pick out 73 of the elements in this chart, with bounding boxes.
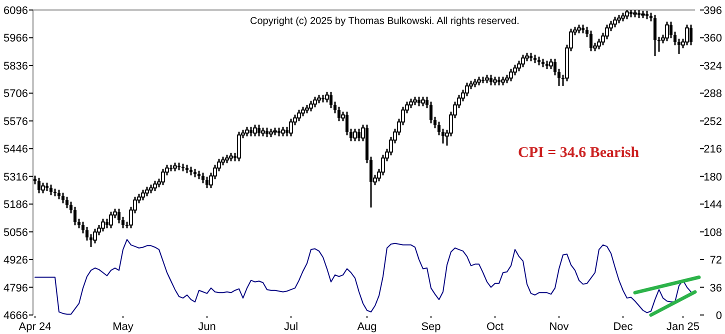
candlestick xyxy=(145,186,149,197)
y-tick-label: 6096 xyxy=(4,5,28,17)
x-tick-label: Jun xyxy=(198,321,216,333)
candlestick xyxy=(509,68,513,82)
candlestick xyxy=(625,9,629,20)
y2-tick-label: 180 xyxy=(704,171,722,184)
candlestick xyxy=(253,124,257,138)
candlestick xyxy=(289,118,293,138)
candlestick xyxy=(101,218,105,232)
candlestick xyxy=(353,128,357,142)
y-tick-label: 4796 xyxy=(4,282,28,294)
candlestick xyxy=(301,106,305,117)
candlestick xyxy=(245,126,249,138)
y2-tick-label: 216 xyxy=(704,144,722,156)
candlestick xyxy=(93,228,97,244)
y-tick-label: 5056 xyxy=(4,226,28,239)
y2-tick-label: 36 xyxy=(710,282,722,294)
x-tick-label: May xyxy=(112,321,134,333)
annotation: CPI = 34.6 Bearish xyxy=(518,145,640,161)
candlestick xyxy=(281,126,285,138)
y-tick-label: 4666 xyxy=(4,310,28,322)
candlestick xyxy=(654,14,656,57)
x-tick-label: Oct xyxy=(486,321,504,333)
y-tick-label: 5446 xyxy=(4,144,28,156)
candlestick xyxy=(421,96,425,107)
candlestick xyxy=(430,100,432,124)
y2-tick-label: 0 xyxy=(716,310,722,322)
candlestick xyxy=(109,211,113,229)
y-tick-label: 5186 xyxy=(4,199,28,212)
candlestick xyxy=(237,131,241,162)
candlestick xyxy=(141,189,145,201)
y2-tick-label: 252 xyxy=(704,116,722,128)
x-tick-label: Nov xyxy=(549,321,570,333)
candlestick xyxy=(613,16,617,28)
y-tick-label: 5836 xyxy=(4,60,28,72)
candlestick xyxy=(202,172,204,184)
candlestick xyxy=(309,100,313,112)
candlestick xyxy=(438,121,440,136)
candlestick xyxy=(41,182,45,194)
y2-tick-label: 288 xyxy=(704,88,722,100)
candlestick xyxy=(409,98,413,109)
y-tick-label: 5966 xyxy=(4,32,28,45)
y2-tick-label: 144 xyxy=(704,199,722,212)
y2-tick-label: 108 xyxy=(704,226,722,239)
y-tick-label: 5706 xyxy=(4,88,28,100)
candlestick xyxy=(62,192,64,204)
candlestick xyxy=(665,20,669,42)
y2-tick-label: 72 xyxy=(710,254,722,267)
x-tick-label: Apr 24 xyxy=(18,321,52,333)
candlestick xyxy=(313,96,317,108)
x-tick-label: Jul xyxy=(284,321,298,333)
candlestick xyxy=(82,221,84,234)
x-tick-label: Sep xyxy=(421,321,441,333)
x-tick-label: Aug xyxy=(357,321,377,333)
y-tick-label: 4926 xyxy=(4,254,28,267)
x-tick-label: Jan 25 xyxy=(666,321,700,333)
candlestick xyxy=(50,184,52,196)
candlestick xyxy=(153,180,157,192)
candlestick xyxy=(685,24,689,46)
candlestick xyxy=(58,189,60,200)
line-series xyxy=(34,239,692,315)
y-tick-label: 5316 xyxy=(4,171,28,184)
candlestick xyxy=(86,226,88,242)
candlestick xyxy=(297,109,301,122)
y2-tick-label: 324 xyxy=(704,60,722,72)
annotation: Copyright (c) 2025 by Thomas Bulkowski. All rights reserved. xyxy=(250,16,520,27)
x-tick-label: Dec xyxy=(613,321,634,333)
candlestick xyxy=(66,196,68,209)
y-tick-label: 5576 xyxy=(4,116,28,128)
y2-tick-label: 396 xyxy=(704,5,722,17)
candlestick xyxy=(521,54,525,68)
y2-tick-label: 360 xyxy=(704,32,722,45)
candlestick xyxy=(161,168,165,186)
